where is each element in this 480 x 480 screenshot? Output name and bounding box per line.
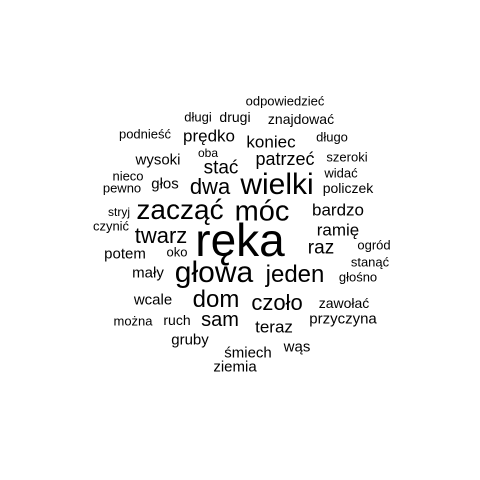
- word-oko: oko: [166, 244, 188, 260]
- word-smiech: śmiech: [224, 344, 272, 362]
- word-potem: potem: [104, 245, 146, 263]
- word-ziemia: ziemia: [213, 358, 257, 376]
- word-zaczac: zacząć: [136, 194, 224, 225]
- word-maly: mały: [132, 264, 164, 282]
- word-glosno: głośno: [338, 269, 378, 285]
- word-glowa: głowa: [174, 256, 254, 289]
- word-patrzec: patrzeć: [255, 149, 315, 169]
- word-czolo: czoło: [251, 290, 303, 315]
- word-twarz: twarz: [134, 223, 188, 248]
- word-ruch: ruch: [163, 312, 191, 328]
- word-oba: oba: [197, 146, 219, 160]
- word-sam: sam: [201, 309, 239, 331]
- word-przyczyna: przyczyna: [309, 310, 377, 328]
- word-koniec: koniec: [246, 132, 296, 152]
- word-czynic: czynić: [92, 218, 130, 234]
- word-ramie: ramię: [316, 220, 360, 240]
- word-nieco: nieco: [112, 168, 144, 184]
- word-teraz: teraz: [255, 317, 293, 337]
- word-pewno: pewno: [102, 180, 142, 196]
- word-szeroki: szeroki: [326, 149, 368, 165]
- word-bardzo: bardzo: [312, 200, 364, 220]
- word-wielki: wielki: [240, 168, 314, 201]
- word-jeden: jeden: [265, 261, 325, 288]
- word-dom: dom: [192, 286, 240, 313]
- word-policzek: policzek: [322, 180, 374, 196]
- word-wcale: wcale: [133, 291, 173, 309]
- word-zawolac: zawołać: [318, 295, 370, 311]
- word-dlugo: długo: [316, 129, 348, 145]
- word-was: wąs: [283, 338, 311, 356]
- word-dlugi: długi: [184, 109, 212, 125]
- word-mozna: można: [113, 313, 153, 329]
- word-stanac: stanąć: [350, 254, 390, 270]
- word-drugi: drugi: [219, 109, 251, 125]
- word-moc: móc: [234, 195, 290, 228]
- word-stryj: stryj: [108, 205, 130, 219]
- word-gruby: gruby: [171, 331, 209, 349]
- word-reka: ręka: [195, 214, 285, 266]
- word-dwa: dwa: [189, 174, 231, 199]
- word-ogrod: ogród: [357, 237, 391, 253]
- word-odpowiedziec: odpowiedzieć: [245, 93, 325, 109]
- word-znajdowac: znajdować: [267, 111, 335, 127]
- word-podniesc: podnieść: [118, 126, 172, 142]
- word-widac: widać: [324, 165, 358, 181]
- word-stac: stać: [203, 157, 239, 179]
- word-glos: głos: [151, 175, 179, 193]
- word-predko: prędko: [183, 126, 235, 146]
- word-wysoki: wysoki: [135, 151, 181, 169]
- word-raz: raz: [307, 237, 335, 259]
